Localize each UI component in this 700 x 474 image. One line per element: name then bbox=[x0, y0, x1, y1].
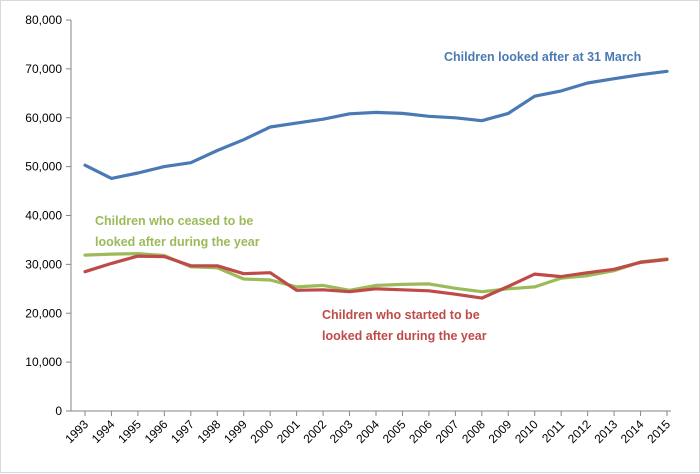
x-tick-label: 2005 bbox=[380, 417, 409, 446]
series-label-ceased-line-2: looked after during the year bbox=[95, 235, 260, 249]
x-tick-label: 2001 bbox=[274, 417, 303, 446]
x-tick-label: 2010 bbox=[512, 417, 541, 446]
x-tick-label: 2006 bbox=[406, 417, 435, 446]
x-tick-label: 2012 bbox=[565, 417, 594, 446]
series-label-started-line-2: looked after during the year bbox=[322, 329, 487, 343]
x-tick-label: 2003 bbox=[327, 417, 356, 446]
x-tick-label: 2011 bbox=[539, 417, 567, 445]
series-layer bbox=[83, 69, 669, 300]
y-tick-label: 20,000 bbox=[25, 306, 62, 320]
x-tick-label: 2000 bbox=[248, 417, 277, 446]
series-label-looked-after: Children looked after at 31 March bbox=[444, 50, 641, 64]
x-tick-label: 1997 bbox=[168, 417, 197, 446]
series-line-started bbox=[83, 254, 669, 300]
y-tick-label: 40,000 bbox=[25, 209, 62, 223]
y-axis: 0 10,000 20,000 30,000 40,000 50,000 60,000 70,… bbox=[25, 13, 72, 418]
y-tick-label: 50,000 bbox=[25, 160, 62, 174]
x-tick-label: 2008 bbox=[459, 417, 488, 446]
x-tick-label: 2004 bbox=[353, 417, 382, 446]
x-tick-label: 2009 bbox=[486, 417, 515, 446]
y-tick-label: 30,000 bbox=[25, 257, 62, 271]
y-tick-label: 0 bbox=[55, 404, 62, 418]
x-tick-label: 2014 bbox=[618, 417, 647, 446]
x-tick-label: 1999 bbox=[221, 417, 250, 446]
x-tick-label: 1996 bbox=[142, 417, 171, 446]
x-axis: 1993199419951996199719981999200020012002… bbox=[62, 410, 673, 446]
y-tick-label: 70,000 bbox=[25, 62, 62, 76]
x-tick-label: 2015 bbox=[644, 417, 673, 446]
y-tick-label: 60,000 bbox=[25, 111, 62, 125]
x-tick-label: 2007 bbox=[433, 417, 462, 446]
series-line-looked-after bbox=[83, 69, 669, 180]
x-tick-label: 2002 bbox=[300, 417, 329, 446]
x-tick-label: 1993 bbox=[62, 417, 91, 446]
y-tick-label: 80,000 bbox=[25, 13, 62, 27]
series-label-ceased-line-1: Children who ceased to be bbox=[95, 214, 253, 228]
x-tick-label: 1998 bbox=[195, 417, 224, 446]
x-tick-label: 2013 bbox=[591, 417, 620, 446]
series-label-started-line-1: Children who started to be bbox=[322, 308, 480, 322]
y-tick-label: 10,000 bbox=[25, 355, 62, 369]
x-tick-label: 1994 bbox=[89, 417, 118, 446]
x-tick-label: 1995 bbox=[115, 417, 144, 446]
